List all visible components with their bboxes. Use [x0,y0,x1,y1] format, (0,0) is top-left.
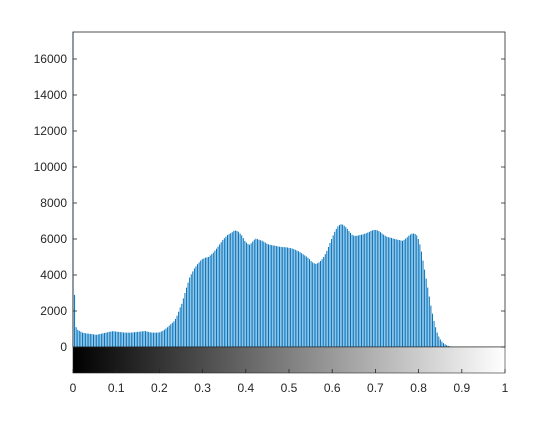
y-tick-label: 16000 [34,52,68,66]
y-tick-label: 4000 [40,268,67,282]
x-tick-label: 0.9 [453,381,470,395]
x-tick-label: 0.5 [281,381,298,395]
y-tick-label: 8000 [40,196,67,210]
x-tick-label: 0.3 [194,381,211,395]
y-tick-label: 2000 [40,304,67,318]
x-tick-label: 0.1 [108,381,125,395]
x-tick-label: 0.6 [324,381,341,395]
x-tick-label: 0.4 [237,381,254,395]
x-tick-label: 0.8 [410,381,427,395]
bars-layer [72,32,460,347]
y-tick-label: 10000 [34,160,68,174]
y-tick-label: 14000 [34,88,68,102]
y-tick-label: 0 [60,340,67,354]
y-tick-label: 12000 [34,124,68,138]
colorbar-grayscale [73,347,505,373]
y-ticks: 0 2000 4000 6000 8000 10000 12000 14000 16000 [34,52,505,354]
x-tick-label: 0.2 [151,381,168,395]
x-tick-label: 0 [70,381,77,395]
x-tick-label: 1 [502,381,509,395]
x-tick-label: 0.7 [367,381,384,395]
x-ticks: 0 0.1 0.2 0.3 0.4 0.5 0.6 0.7 0.8 0.9 1 [70,369,509,395]
y-tick-label: 6000 [40,232,67,246]
